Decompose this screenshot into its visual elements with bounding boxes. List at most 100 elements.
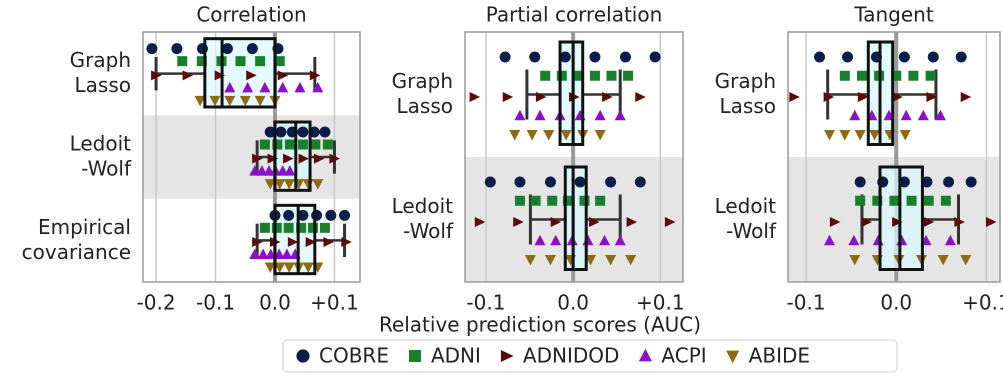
legend-marker xyxy=(408,350,421,362)
point xyxy=(664,217,676,227)
point xyxy=(319,126,331,138)
y-tick-line: Graph xyxy=(392,69,453,93)
point xyxy=(526,130,538,141)
point xyxy=(965,176,977,188)
point xyxy=(614,234,626,246)
point xyxy=(892,92,903,102)
plot-frame xyxy=(787,31,1001,283)
point xyxy=(925,70,936,81)
point xyxy=(856,70,867,81)
point xyxy=(309,70,321,81)
point xyxy=(311,209,323,221)
point xyxy=(239,95,251,107)
point xyxy=(246,70,257,81)
legend-label: ABIDE xyxy=(749,344,810,368)
point xyxy=(923,217,935,227)
y-tick-line: -Wolf xyxy=(81,156,132,180)
point xyxy=(312,179,324,190)
y-tick-label: Graph Lasso xyxy=(715,69,776,118)
point xyxy=(594,130,606,141)
y-tick-line: Ledoit xyxy=(392,194,454,218)
point xyxy=(560,130,572,141)
y-tick-line: Graph xyxy=(70,48,131,72)
point xyxy=(985,217,997,227)
point xyxy=(556,70,567,81)
point xyxy=(589,217,600,227)
y-tick-line: Graph xyxy=(715,69,776,93)
point xyxy=(908,70,919,81)
point xyxy=(514,176,526,188)
point xyxy=(283,179,295,190)
point xyxy=(214,70,226,81)
point xyxy=(594,109,606,121)
legend-label: ACPI xyxy=(661,344,706,368)
point xyxy=(605,176,617,188)
point xyxy=(595,195,606,206)
box-outline xyxy=(273,203,317,276)
point xyxy=(599,234,611,246)
point xyxy=(224,95,236,107)
x-tick-label: -0.2 xyxy=(137,291,176,315)
point xyxy=(249,248,261,259)
y-tick-line: -Wolf xyxy=(726,219,777,243)
point xyxy=(259,81,271,93)
point xyxy=(606,70,617,81)
point xyxy=(259,139,270,150)
x-tick-label: +0.1 xyxy=(636,291,685,315)
point xyxy=(308,222,319,233)
point xyxy=(891,70,902,81)
y-tick-line: Lasso xyxy=(720,94,776,118)
point xyxy=(151,70,162,81)
point xyxy=(171,43,183,55)
point xyxy=(274,56,285,67)
point xyxy=(146,43,158,55)
x-tick-label: +0.1 xyxy=(962,291,1003,315)
point xyxy=(325,209,337,221)
y-tick-line: covariance xyxy=(22,239,131,263)
point xyxy=(277,70,289,81)
point xyxy=(249,165,261,176)
point xyxy=(302,262,314,273)
point xyxy=(619,51,631,63)
legend-marker xyxy=(500,350,514,362)
point xyxy=(955,51,967,63)
point xyxy=(252,237,263,247)
point xyxy=(246,43,258,55)
point xyxy=(635,92,646,102)
point xyxy=(305,237,317,247)
point xyxy=(634,176,646,188)
point xyxy=(277,165,289,176)
y-tick-label: Graph Lasso xyxy=(392,69,453,118)
point xyxy=(900,109,912,121)
point xyxy=(814,51,826,63)
point xyxy=(529,51,541,63)
point xyxy=(585,255,597,266)
point xyxy=(275,126,287,138)
x-tick-label: 0.0 xyxy=(557,291,589,315)
point xyxy=(614,109,626,121)
point xyxy=(649,51,661,63)
y-tick-label: Ledoit -Wolf xyxy=(70,131,132,180)
x-tick-label: -0.1 xyxy=(787,291,826,315)
point xyxy=(272,139,283,150)
point xyxy=(921,176,933,188)
point xyxy=(550,217,562,227)
point xyxy=(823,92,835,102)
point xyxy=(899,130,911,141)
point xyxy=(271,222,282,233)
point xyxy=(543,130,555,141)
y-tick-label: Ledoit -Wolf xyxy=(715,194,777,243)
y-tick-label: Ledoit -Wolf xyxy=(392,194,454,243)
legend-marker xyxy=(726,350,740,364)
point xyxy=(252,153,263,164)
y-tick-line: Ledoit xyxy=(70,131,132,155)
point xyxy=(277,81,289,93)
point xyxy=(339,209,351,221)
point xyxy=(926,92,937,102)
point xyxy=(954,217,965,227)
point xyxy=(283,262,295,273)
plot-frame xyxy=(142,31,361,283)
y-tick-line: Lasso xyxy=(75,73,131,97)
point xyxy=(857,92,869,102)
